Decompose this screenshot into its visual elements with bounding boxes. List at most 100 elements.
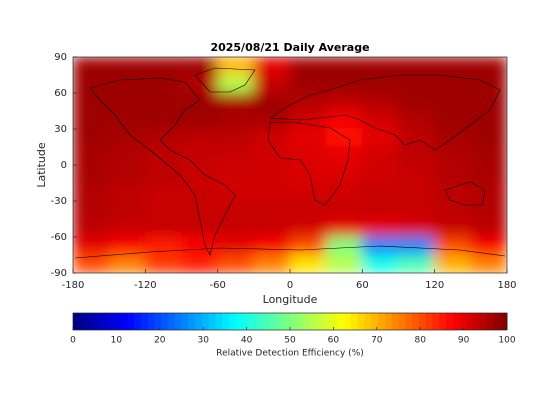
colorbar-label: Relative Detection Efficiency (%): [216, 349, 364, 359]
colorbar-swatch: [195, 313, 203, 330]
heatmap-cell: [434, 74, 472, 94]
heatmap-cell: [289, 92, 327, 112]
heatmap-cell: [73, 200, 110, 220]
coastline: [194, 67, 256, 93]
heatmap-cell: [144, 200, 182, 220]
colorbar-swatch: [242, 313, 250, 330]
heatmap-cell: [217, 200, 255, 220]
colorbar-swatch: [418, 313, 427, 330]
colorbar-swatch: [276, 313, 284, 330]
heatmap-cell: [434, 236, 472, 256]
y-tick-label: -60: [51, 232, 67, 243]
heatmap-cell: [470, 146, 507, 166]
colorbar-swatch: [337, 313, 345, 330]
heatmap-cell: [434, 92, 472, 112]
colorbar-swatch: [439, 313, 447, 330]
y-tick-label: 90: [54, 52, 67, 63]
colorbar-swatch: [290, 313, 298, 330]
heatmap-cell: [108, 218, 146, 238]
heatmap-cell: [289, 74, 327, 94]
colorbar-tick-label: 70: [371, 336, 383, 346]
heatmap-cell: [181, 164, 219, 184]
heatmap-cell: [325, 218, 363, 238]
heatmap-cell: [73, 92, 110, 112]
y-tick-label: 30: [54, 124, 67, 135]
heatmap-cell: [108, 254, 146, 273]
colorbar-swatch: [378, 313, 386, 330]
colorbar-swatch: [222, 313, 230, 330]
heatmap-cell: [470, 74, 507, 94]
colorbar-swatch: [330, 313, 338, 330]
colorbar-swatch: [181, 313, 189, 330]
heatmap-cell: [217, 110, 255, 130]
heatmap-cell: [470, 236, 507, 256]
colorbar-swatch: [473, 313, 481, 330]
colorbar-swatch: [452, 313, 461, 330]
heatmap-cell: [434, 110, 472, 130]
x-tick-label: -120: [134, 280, 157, 291]
colorbar-swatch: [147, 313, 155, 330]
colorbar-tick-label: 60: [328, 336, 340, 346]
colorbar-swatch: [134, 313, 142, 330]
colorbar-tick-label: 0: [70, 336, 76, 346]
colorbar-swatch: [486, 313, 494, 330]
heatmap-cell: [181, 200, 219, 220]
colorbar-swatch: [303, 313, 311, 330]
heatmap-cell: [144, 236, 182, 256]
colorbar-swatch: [161, 313, 169, 330]
y-tick-label: 0: [61, 160, 67, 171]
heatmap-cell: [181, 182, 219, 202]
heatmap-cell: [253, 218, 291, 238]
heatmap-cell: [217, 146, 255, 166]
heatmap-cell: [144, 74, 182, 94]
heatmap-cell: [144, 92, 182, 112]
heatmap-cell: [470, 110, 507, 130]
heatmap-cell: [108, 146, 146, 166]
heatmap-cell: [217, 92, 255, 112]
heatmap-cell: [253, 110, 291, 130]
colorbar-swatch: [344, 313, 352, 330]
heatmap-cell: [398, 254, 436, 273]
heatmap-cell: [325, 254, 363, 273]
heatmap-cell: [253, 182, 291, 202]
heatmap-cell: [181, 146, 219, 166]
heatmap-cell: [73, 182, 110, 202]
heatmap-cell: [108, 128, 146, 148]
colorbar: 0 10 20 30 40 50 60 70 80 90 100: [70, 312, 516, 346]
heatmap-cell: [398, 110, 436, 130]
heatmap-cell: [361, 218, 399, 238]
coastline: [269, 74, 501, 151]
x-tick-label: 120: [425, 280, 444, 291]
colorbar-tick-label: 50: [284, 336, 296, 346]
colorbar-swatch: [405, 313, 413, 330]
colorbar-swatch: [106, 313, 115, 330]
colorbar-swatch: [120, 313, 128, 330]
heatmap-cell: [434, 164, 472, 184]
colorbar-tick-label: 30: [197, 336, 209, 346]
x-tick-label: -60: [209, 280, 225, 291]
heatmap-cell: [181, 128, 219, 148]
heatmap-cell: [253, 92, 291, 112]
heatmap-cell: [434, 182, 472, 202]
colorbar-swatch: [228, 313, 237, 330]
coastline: [89, 77, 236, 256]
heatmap-cell: [434, 200, 472, 220]
colorbar-tick-label: 20: [154, 336, 166, 346]
heatmap-cell: [144, 182, 182, 202]
heatmap-cell: [398, 200, 436, 220]
heatmap-cell: [73, 57, 110, 76]
colorbar-swatch: [79, 313, 88, 330]
heatmap-cell: [325, 92, 363, 112]
heatmap-cell: [470, 254, 507, 273]
x-tick-label: -180: [62, 280, 85, 291]
heatmap-cell: [289, 57, 327, 76]
colorbar-swatch: [86, 313, 94, 330]
colorbar-swatch: [127, 313, 135, 330]
colorbar-swatch: [479, 313, 488, 330]
colorbar-swatch: [188, 313, 196, 330]
heatmap-cells: [73, 57, 507, 273]
heatmap-cell: [144, 164, 182, 184]
heatmap-cell: [73, 146, 110, 166]
colorbar-swatch: [384, 313, 393, 330]
heatmap-cell: [253, 200, 291, 220]
